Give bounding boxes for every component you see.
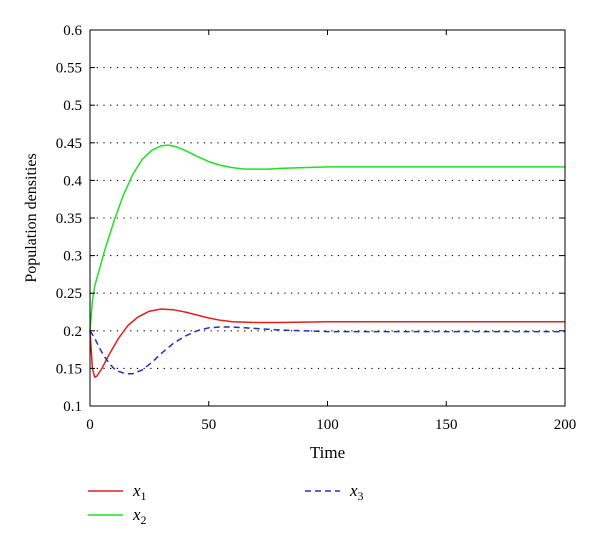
x-tick-label: 50 [201, 417, 216, 433]
y-tick-label: 0.2 [63, 324, 82, 340]
y-tick-label: 0.4 [63, 173, 82, 189]
y-tick-label: 0.45 [56, 136, 82, 152]
series-lines [89, 144, 565, 379]
legend-entry: x3 [349, 481, 364, 503]
y-tick-label: 0.6 [63, 23, 82, 39]
y-tick-label: 0.5 [63, 98, 82, 114]
y-tick-label: 0.3 [63, 249, 82, 265]
y-tick-label: 0.15 [56, 361, 82, 377]
grid-lines [90, 67, 565, 369]
y-tick-label: 0.1 [63, 399, 82, 415]
x-tick-label: 200 [554, 417, 577, 433]
x-tick-label: 150 [435, 417, 458, 433]
series-line-x1 [89, 308, 565, 379]
legend-entry: x2 [132, 505, 147, 527]
y-tick-label: 0.55 [56, 61, 82, 77]
x-tick-label: 100 [316, 417, 339, 433]
y-axis-label: Population densities [23, 153, 40, 282]
y-tick-label: 0.35 [56, 211, 82, 227]
axis-ticks: 0.1 0.15 0.2 0.25 0.3 0.35 0.4 0.45 0.5 0.55 0.6 0 5… [56, 23, 577, 433]
y-tick-label: 0.25 [56, 286, 82, 302]
series-line-x2 [89, 144, 565, 331]
x-axis-label: Time [310, 443, 345, 462]
series-line-x3 [89, 326, 565, 375]
legend-entry: x1 [132, 481, 147, 503]
x-tick-label: 0 [86, 417, 94, 433]
plot-frame [89, 29, 566, 407]
